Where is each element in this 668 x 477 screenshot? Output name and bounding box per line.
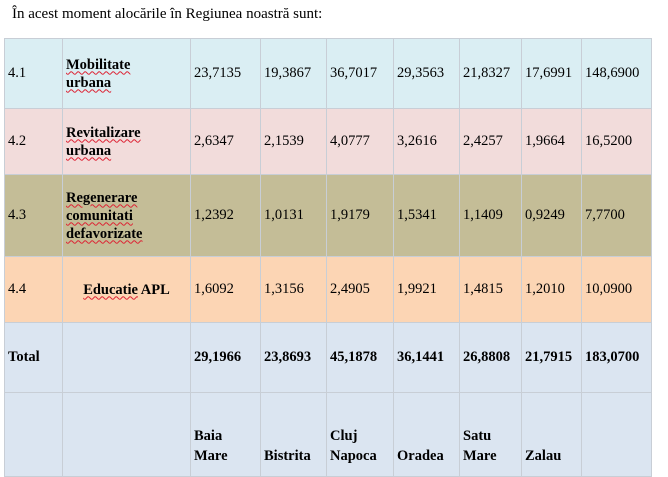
city-cell: Oradea (393, 392, 460, 477)
row-name: Revitalizare urbana (62, 108, 191, 175)
empty-cell (4, 392, 63, 477)
city-cell (581, 392, 652, 477)
value-cell: 2,6347 (190, 108, 261, 175)
row-name-line: comunitati (66, 207, 133, 224)
value-cell: 1,9179 (326, 174, 394, 257)
value-cell: 2,1539 (260, 108, 327, 175)
value-cell: 19,3867 (260, 38, 327, 109)
value-cell: 1,9664 (521, 108, 582, 175)
city-name-line: Baia (194, 428, 223, 444)
total-name-empty (62, 322, 191, 393)
total-value-cell: 23,8693 (260, 322, 327, 393)
value-cell: 0,9249 (521, 174, 582, 257)
value-cell: 29,3563 (393, 38, 460, 109)
table-row: 4.1 Mobilitate urbana 23,7135 19,3867 36,7017… (4, 38, 652, 109)
value-cell: 10,0900 (581, 256, 652, 323)
total-value-cell: 26,8808 (459, 322, 522, 393)
value-cell: 1,6092 (190, 256, 261, 323)
city-cell: Cluj Napoca (326, 392, 394, 477)
value-cell: 1,1409 (459, 174, 522, 257)
value-cell: 17,6991 (521, 38, 582, 109)
row-code: 4.3 (4, 174, 63, 257)
value-cell: 1,2392 (190, 174, 261, 257)
total-value-cell: 21,7915 (521, 322, 582, 393)
table-row: 4.4 Educatie APL 1,6092 1,3156 2,4905 1,9921 1… (4, 256, 652, 323)
row-name: Educatie APL (62, 256, 191, 323)
value-cell: 4,0777 (326, 108, 394, 175)
intro-text: În acest moment alocările în Regiunea no… (12, 6, 323, 22)
value-cell: 1,2010 (521, 256, 582, 323)
empty-cell (62, 392, 191, 477)
row-code: 4.1 (4, 38, 63, 109)
value-cell: 148,6900 (581, 38, 652, 109)
total-value-cell: 29,1966 (190, 322, 261, 393)
cities-row: Baia Mare Bistrita Cluj Napoca Oradea Satu Mare… (4, 392, 652, 477)
table-row: 4.3 Regenerare comunitati defavorizate 1,239… (4, 174, 652, 257)
row-name-line: urbana (66, 74, 112, 91)
allocation-table: 4.1 Mobilitate urbana 23,7135 19,3867 36,7017… (4, 38, 652, 477)
total-value-cell: 45,1878 (326, 322, 394, 393)
value-cell: 1,9921 (393, 256, 460, 323)
city-name-line: Napoca (330, 448, 377, 464)
value-cell: 36,7017 (326, 38, 394, 109)
city-cell: Satu Mare (459, 392, 522, 477)
value-cell: 1,5341 (393, 174, 460, 257)
row-code: 4.2 (4, 108, 63, 175)
value-cell: 1,0131 (260, 174, 327, 257)
value-cell: 2,4257 (459, 108, 522, 175)
city-name-line: Satu (463, 428, 492, 444)
value-cell: 16,5200 (581, 108, 652, 175)
value-cell: 23,7135 (190, 38, 261, 109)
city-name-line: Zalau (525, 448, 562, 464)
value-cell: 1,3156 (260, 256, 327, 323)
city-name-line: Mare (194, 448, 228, 464)
city-name-line: Mare (463, 448, 497, 464)
row-name: Regenerare comunitati defavorizate (62, 174, 191, 257)
value-cell: 1,4815 (459, 256, 522, 323)
row-name-line: Educatie APL (83, 281, 170, 298)
total-label: Total (4, 322, 63, 393)
city-cell: Baia Mare (190, 392, 261, 477)
row-name-line: Regenerare (66, 189, 138, 206)
total-value-cell: 183,0700 (581, 322, 652, 393)
value-cell: 2,4905 (326, 256, 394, 323)
value-cell: 21,8327 (459, 38, 522, 109)
value-cell: 3,2616 (393, 108, 460, 175)
total-row: Total 29,1966 23,8693 45,1878 36,1441 26,8808… (4, 322, 652, 393)
city-name-line: Bistrita (264, 448, 311, 464)
total-value-cell: 36,1441 (393, 322, 460, 393)
row-name-line: defavorizate (66, 225, 143, 242)
city-name-line: Cluj (330, 428, 358, 444)
row-name-line: Revitalizare (66, 124, 141, 141)
city-cell: Bistrita (260, 392, 327, 477)
row-name: Mobilitate urbana (62, 38, 191, 109)
row-name-line: Mobilitate (66, 56, 131, 73)
city-name-line: Oradea (397, 448, 444, 464)
row-code: 4.4 (4, 256, 63, 323)
value-cell: 7,7700 (581, 174, 652, 257)
city-cell: Zalau (521, 392, 582, 477)
table-row: 4.2 Revitalizare urbana 2,6347 2,1539 4,0777 3… (4, 108, 652, 175)
row-name-line: urbana (66, 142, 112, 159)
